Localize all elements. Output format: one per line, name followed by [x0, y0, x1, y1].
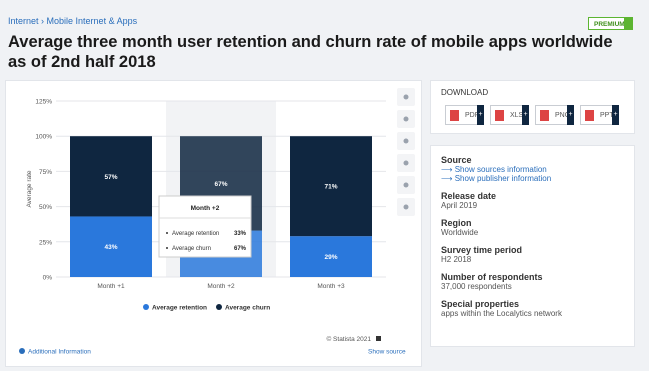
tool-icon: [403, 138, 409, 144]
download-button[interactable]: XLS: [490, 105, 529, 125]
value-label: 71%: [324, 184, 337, 191]
source-link-row[interactable]: ⟶ Show sources information: [441, 165, 547, 174]
value-label: 67%: [214, 181, 227, 188]
info-label: Special properties: [441, 299, 520, 309]
value-label: 43%: [104, 244, 117, 251]
info-value: apps within the Localytics network: [441, 309, 562, 318]
x-tick-label: Month +2: [207, 283, 235, 290]
info-icon: [19, 348, 25, 354]
tooltip-label: Average retention: [172, 231, 219, 237]
info-label: Number of respondents: [441, 272, 543, 282]
tooltip-title: Month +2: [191, 205, 220, 212]
info-box: Source ⟶ Show sources information ⟶ Show p…: [430, 145, 635, 347]
bar: [70, 136, 152, 217]
source-link[interactable]: Show publisher information: [454, 174, 552, 183]
y-tick-label: 125%: [35, 99, 52, 106]
bar: [290, 136, 372, 237]
legend-label: Average churn: [225, 305, 270, 312]
x-tick-label: Month +3: [317, 283, 345, 290]
tool-icon: [403, 160, 409, 166]
tooltip-box: [158, 195, 252, 258]
show-source[interactable]: Show source: [368, 349, 406, 356]
flag-icon: [376, 336, 381, 341]
source-link-row[interactable]: ⟶ Show publisher information: [441, 174, 552, 183]
tool-icon: [403, 182, 409, 188]
info-label: Survey time period: [441, 245, 523, 255]
info-label: Source: [441, 155, 472, 165]
copyright: © Statista 2021: [326, 335, 371, 343]
page-title: Average three month user retention and c…: [8, 33, 613, 71]
source-link[interactable]: Show sources information: [454, 165, 547, 174]
y-tick-label: 0%: [43, 275, 53, 282]
y-tick-label: 50%: [39, 204, 52, 211]
info-label: Region: [441, 218, 472, 228]
download-title: DOWNLOAD: [441, 88, 489, 97]
bar: [290, 236, 372, 277]
y-tick-label: 100%: [35, 134, 52, 141]
info-value: H2 2018: [441, 255, 472, 264]
crumb-link[interactable]: Internet: [8, 16, 39, 26]
tooltip: Month +2 Average retention 33% Average chur…: [158, 195, 252, 258]
download-button[interactable]: PNG: [535, 105, 574, 125]
tooltip-value: 67%: [234, 246, 247, 252]
bar: [70, 216, 152, 277]
additional-info[interactable]: Additional Information: [28, 349, 91, 356]
download-button[interactable]: PDF: [445, 105, 484, 125]
y-tick-label: 25%: [39, 239, 52, 246]
breadcrumb: Internet › Mobile Internet & Apps: [8, 16, 138, 26]
info-value: 37,000 respondents: [441, 282, 512, 291]
legend-marker: [143, 304, 149, 310]
y-axis-label: Average rate: [26, 170, 33, 207]
tool-icon: [403, 116, 409, 122]
y-tick-label: 75%: [39, 169, 52, 176]
chart: 0% 25% 50% 75% 100% 125% Average rate 43% 57% Mon…: [19, 88, 415, 356]
info-label: Release date: [441, 191, 497, 201]
legend-label: Average retention: [152, 305, 207, 312]
value-label: 57%: [104, 174, 117, 181]
tool-icon: [403, 204, 409, 210]
value-label: 29%: [324, 254, 337, 261]
tooltip-bullet: [166, 247, 168, 249]
tooltip-value: 33%: [234, 231, 247, 237]
tooltip-bullet: [166, 232, 168, 234]
legend-marker: [216, 304, 222, 310]
info-value: April 2019: [441, 201, 478, 210]
crumb-link[interactable]: Mobile Internet & Apps: [46, 16, 138, 26]
download-button[interactable]: PPT: [580, 105, 619, 125]
chart-panel: 0% 25% 50% 75% 100% 125% Average rate 43% 57% Mon…: [5, 80, 422, 367]
info-value: Worldwide: [441, 228, 479, 237]
download-box: DOWNLOAD PDF XLS PNG PPT: [430, 80, 635, 134]
x-tick-label: Month +1: [97, 283, 125, 290]
premium-badge: PREMIUM: [588, 17, 633, 30]
tool-icon: [403, 94, 409, 100]
tooltip-label: Average churn: [172, 246, 211, 252]
